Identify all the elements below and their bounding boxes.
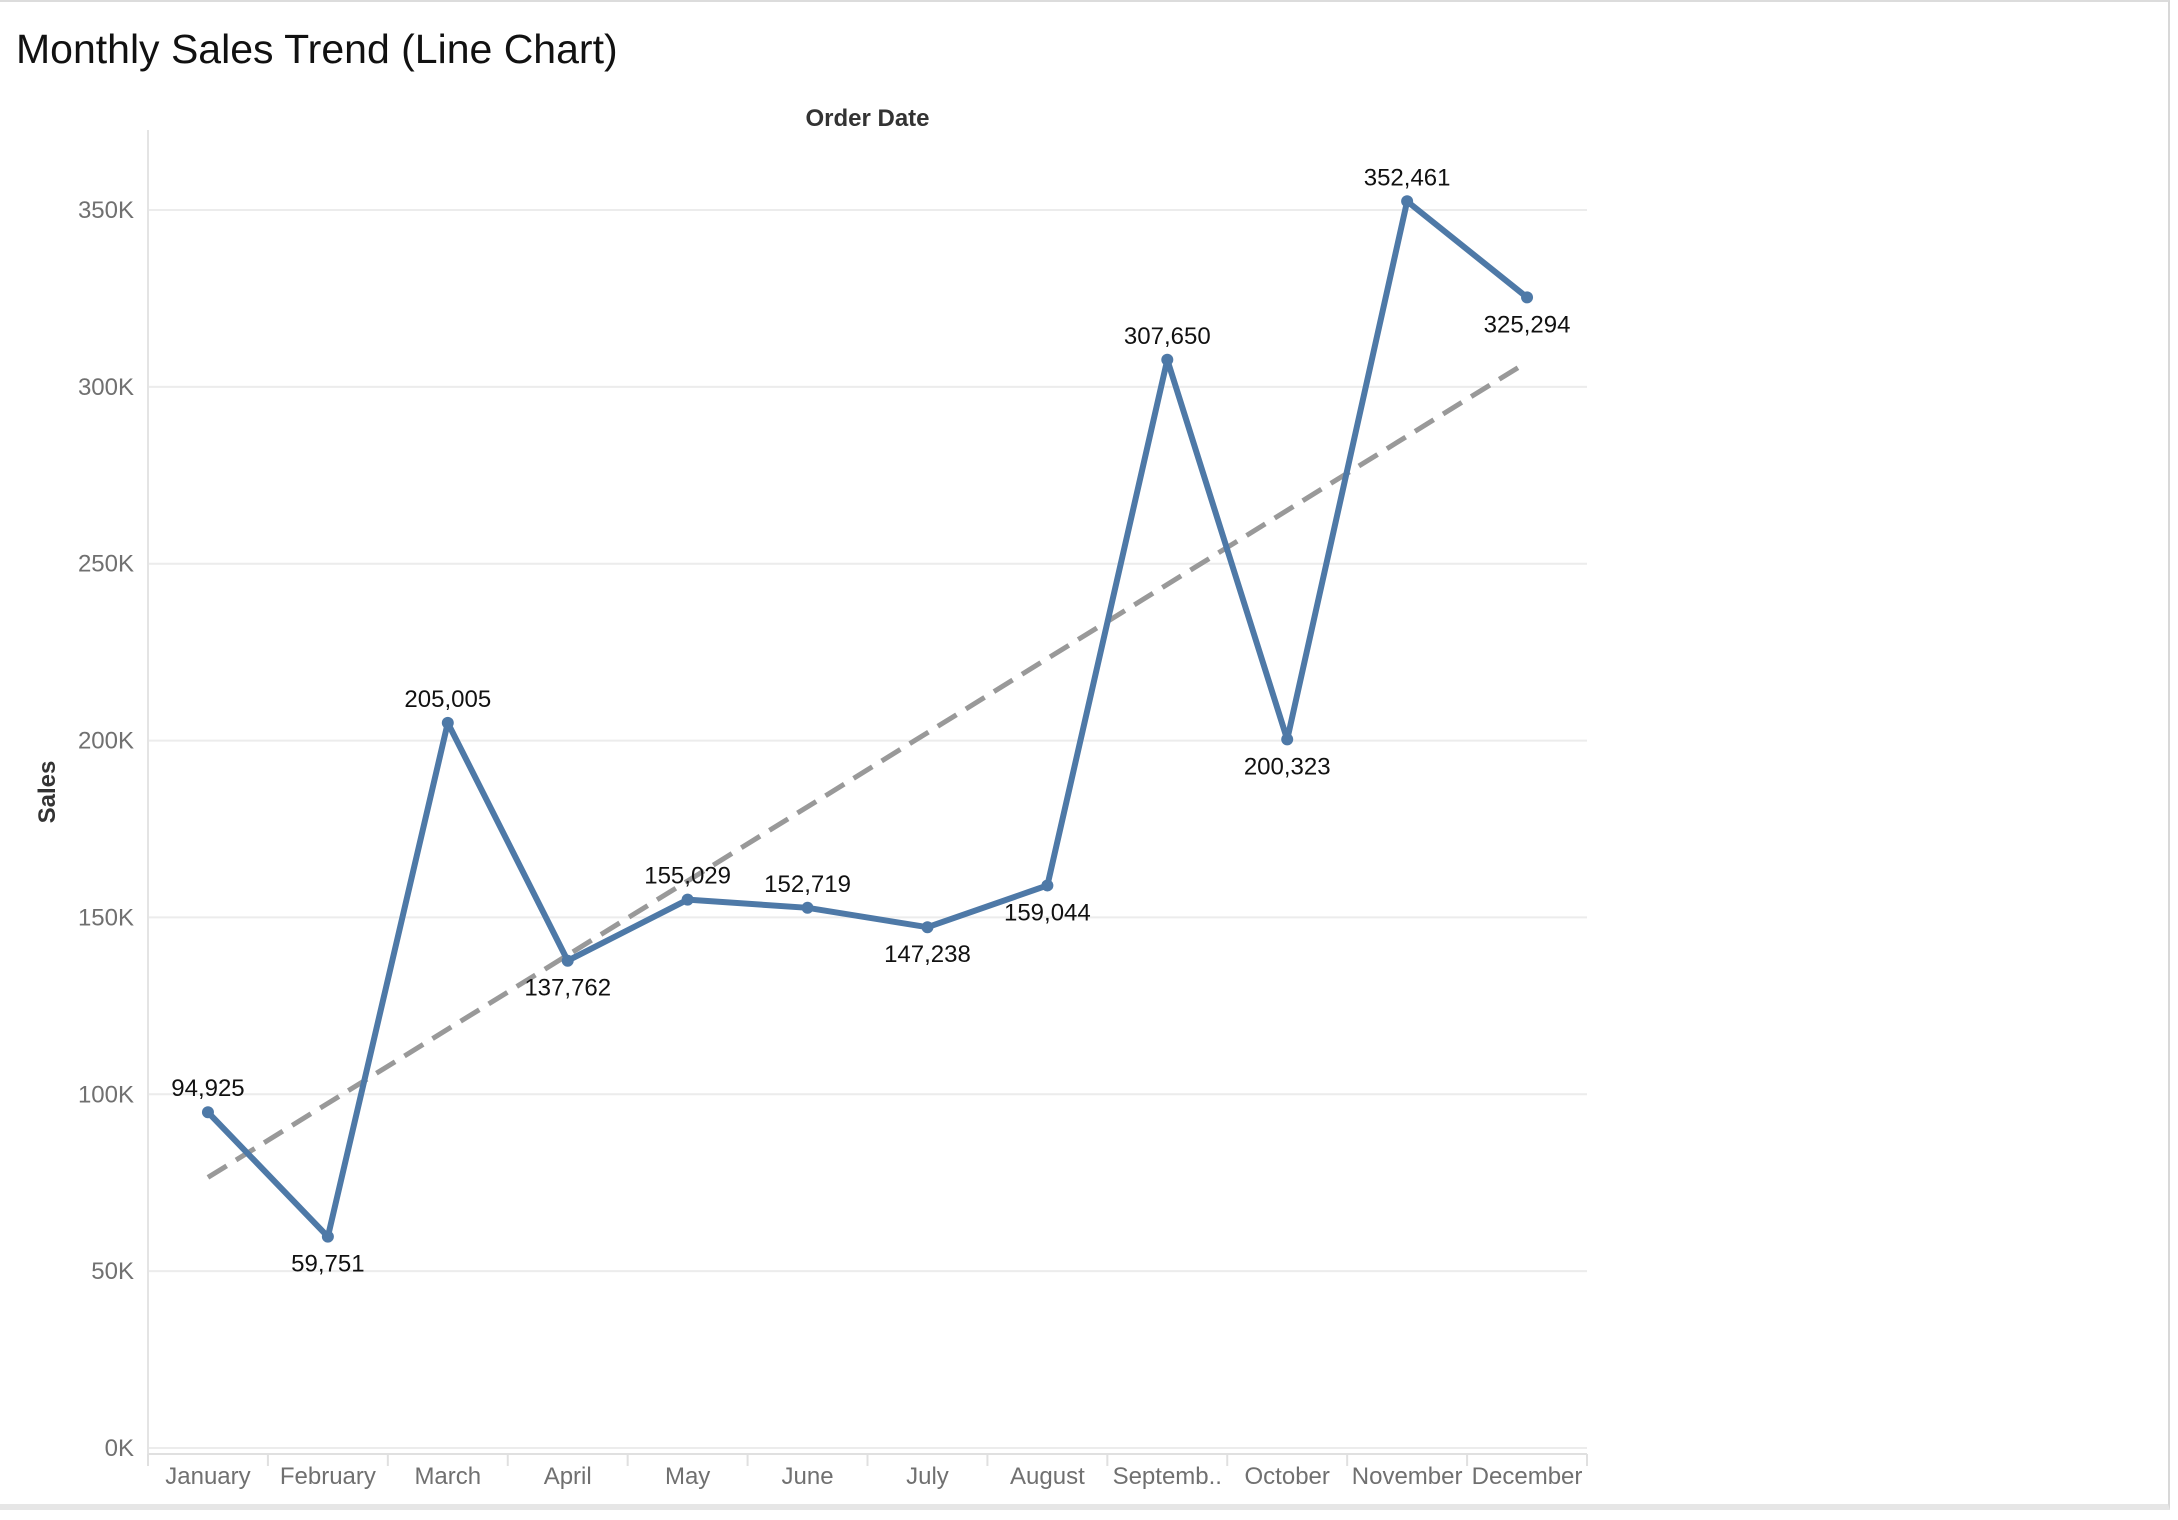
x-axis-title: Order Date [805, 105, 929, 132]
data-point[interactable] [1161, 353, 1174, 366]
data-label: 159,044 [1004, 899, 1091, 926]
y-axis-title: Sales [34, 761, 61, 824]
data-label: 155,029 [644, 863, 731, 890]
y-tick-label: 150K [78, 904, 134, 931]
x-tick-label: January [165, 1463, 250, 1490]
data-point[interactable] [321, 1230, 334, 1243]
data-point[interactable] [561, 954, 574, 967]
trend-line [206, 359, 1529, 1180]
x-tick-label: March [414, 1463, 481, 1490]
data-label: 205,005 [404, 686, 491, 713]
data-label: 94,925 [171, 1075, 244, 1102]
data-label: 59,751 [291, 1251, 364, 1278]
x-tick-label: April [544, 1463, 592, 1490]
y-tick-label: 250K [78, 551, 134, 578]
y-tick-label: 100K [78, 1081, 134, 1108]
data-point[interactable] [681, 893, 694, 906]
y-tick-label: 300K [78, 374, 134, 401]
y-tick-label: 0K [105, 1435, 134, 1462]
data-label: 147,238 [884, 941, 971, 968]
data-point[interactable] [1401, 195, 1414, 208]
chart-title: Monthly Sales Trend (Line Chart) [16, 26, 618, 72]
x-tick-label: July [906, 1463, 949, 1490]
data-point[interactable] [801, 901, 814, 914]
data-point[interactable] [921, 921, 934, 934]
data-label: 200,323 [1244, 753, 1331, 780]
data-point[interactable] [201, 1106, 214, 1119]
data-label: 307,650 [1124, 323, 1211, 350]
x-tick-label: November [1352, 1463, 1463, 1490]
x-tick-label: June [782, 1463, 834, 1490]
data-label: 352,461 [1364, 164, 1451, 191]
y-tick-label: 200K [78, 728, 134, 755]
data-label: 137,762 [524, 975, 611, 1002]
x-tick-label: February [280, 1463, 376, 1490]
x-tick-label: October [1245, 1463, 1330, 1490]
x-tick-label: December [1472, 1463, 1583, 1490]
data-point[interactable] [1521, 291, 1534, 304]
y-tick-label: 350K [78, 197, 134, 224]
data-point[interactable] [1281, 733, 1294, 746]
data-point[interactable] [1041, 879, 1054, 892]
data-label: 152,719 [764, 871, 851, 898]
x-tick-label: May [665, 1463, 710, 1490]
data-label: 325,294 [1484, 311, 1571, 338]
data-point[interactable] [441, 716, 454, 729]
y-tick-label: 50K [91, 1258, 134, 1285]
x-tick-label: Septemb.. [1113, 1463, 1222, 1490]
x-tick-label: August [1010, 1463, 1085, 1490]
sales-series-line [204, 198, 1531, 1240]
